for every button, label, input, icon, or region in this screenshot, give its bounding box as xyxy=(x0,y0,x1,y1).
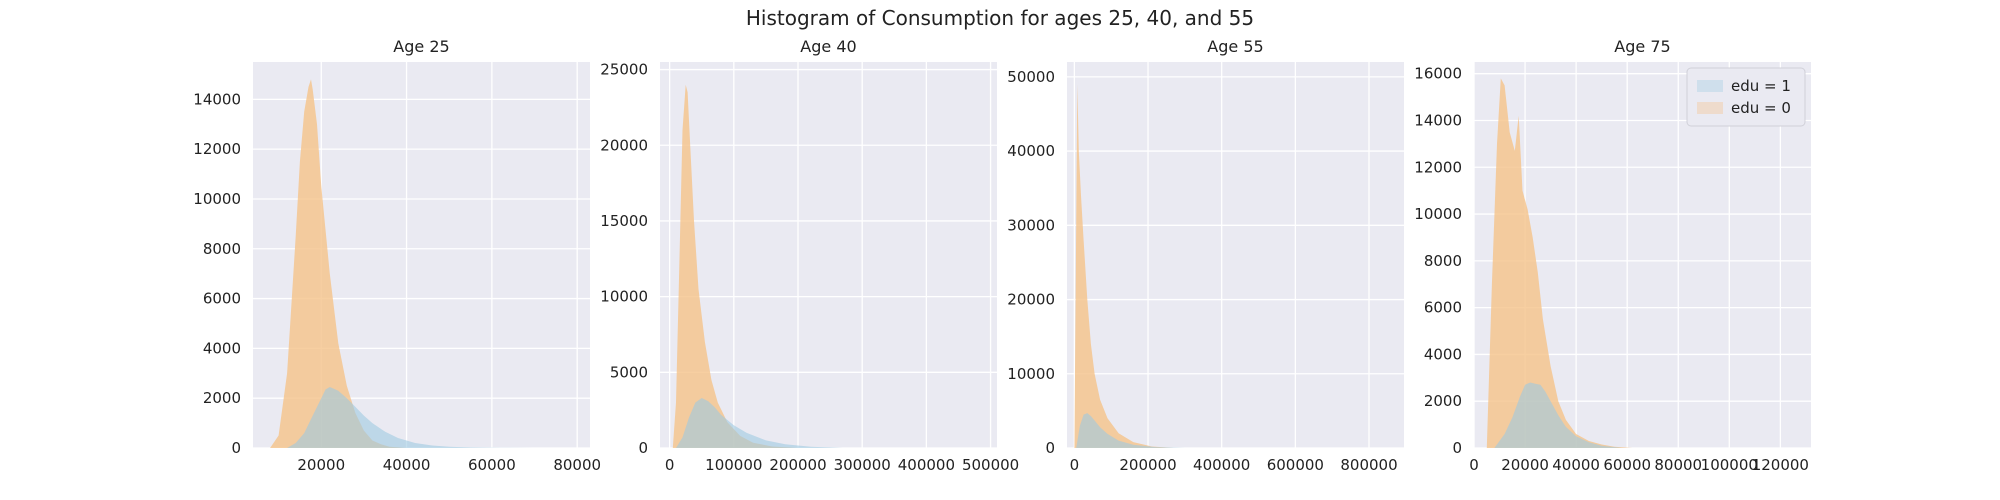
y-tick-label: 50000 xyxy=(1007,68,1055,86)
histogram-edu-1 xyxy=(287,387,535,448)
x-tick-label: 500000 xyxy=(962,456,1019,474)
legend-label: edu = 1 xyxy=(1731,77,1791,95)
y-tick-label: 6000 xyxy=(1424,299,1462,317)
y-tick-label: 40000 xyxy=(1007,142,1055,160)
x-tick-label: 20000 xyxy=(297,456,345,474)
y-tick-label: 20000 xyxy=(600,136,648,154)
y-tick-label: 10000 xyxy=(193,190,241,208)
y-tick-label: 4000 xyxy=(1424,345,1462,363)
x-tick-label: 120000 xyxy=(1752,456,1809,474)
plot-area xyxy=(1067,62,1404,448)
histogram-edu-1 xyxy=(1494,382,1623,448)
y-tick-label: 10000 xyxy=(1007,365,1055,383)
histogram-edu-0 xyxy=(1486,78,1633,448)
y-tick-label: 0 xyxy=(1045,439,1055,457)
x-tick-label: 80000 xyxy=(553,456,601,474)
y-tick-label: 14000 xyxy=(1414,111,1462,129)
x-tick-label: 200000 xyxy=(769,456,826,474)
panel-age-2: 0 5000 10000 15000 20000 25000 0 100000 200000 30… xyxy=(600,37,1019,474)
panel-age-1: 0 2000 4000 6000 8000 10000 12000 14000 20000 400… xyxy=(193,37,601,474)
x-tick-label: 200000 xyxy=(1119,456,1176,474)
x-tick-label: 20000 xyxy=(1501,456,1549,474)
y-tick-label: 14000 xyxy=(193,90,241,108)
x-tick-label: 100000 xyxy=(1701,456,1758,474)
x-tick-label: 60000 xyxy=(468,456,516,474)
legend-box xyxy=(1686,67,1806,127)
panel-title: Age 75 xyxy=(1614,37,1670,56)
x-tick-label: 0 xyxy=(1469,456,1479,474)
panel-title: Age 55 xyxy=(1207,37,1263,56)
legend-swatch xyxy=(1697,80,1723,92)
y-tick-label: 8000 xyxy=(203,240,241,258)
x-tick-label: 400000 xyxy=(898,456,955,474)
panel-age-4: 0 2000 4000 6000 8000 10000 12000 14000 16000 0 20… xyxy=(1414,37,1811,474)
y-tick-label: 5000 xyxy=(610,363,648,381)
y-tick-label: 0 xyxy=(638,439,648,457)
y-tick-label: 12000 xyxy=(193,140,241,158)
legend-swatch xyxy=(1697,102,1723,114)
y-tick-label: 10000 xyxy=(600,288,648,306)
x-tick-label: 40000 xyxy=(383,456,431,474)
x-tick-label: 80000 xyxy=(1654,456,1702,474)
histogram-edu-1 xyxy=(676,398,843,448)
y-tick-label: 16000 xyxy=(1414,65,1462,83)
x-tick-label: 0 xyxy=(1070,456,1080,474)
x-tick-label: 800000 xyxy=(1340,456,1397,474)
y-tick-label: 12000 xyxy=(1414,158,1462,176)
x-tick-label: 400000 xyxy=(1193,456,1250,474)
y-tick-label: 25000 xyxy=(600,61,648,79)
histogram-edu-0 xyxy=(672,84,798,448)
y-tick-label: 30000 xyxy=(1007,216,1055,234)
y-tick-label: 4000 xyxy=(203,339,241,357)
panel-title: Age 25 xyxy=(393,37,449,56)
legend-label: edu = 0 xyxy=(1731,99,1791,117)
x-tick-label: 300000 xyxy=(834,456,891,474)
y-tick-label: 20000 xyxy=(1007,291,1055,309)
legend: edu = 1 edu = 0 xyxy=(1686,67,1806,127)
x-tick-label: 100000 xyxy=(705,456,762,474)
panel-title: Age 40 xyxy=(800,37,856,56)
y-tick-label: 0 xyxy=(1452,439,1462,457)
histogram-edu-1 xyxy=(1076,413,1185,448)
y-tick-label: 15000 xyxy=(600,212,648,230)
y-tick-label: 2000 xyxy=(1424,392,1462,410)
x-tick-label: 60000 xyxy=(1603,456,1651,474)
y-tick-label: 6000 xyxy=(203,290,241,308)
plot-area xyxy=(660,62,997,448)
panel-age-3: 0 10000 20000 30000 40000 50000 0 200000 400000 6… xyxy=(1007,37,1404,474)
y-tick-label: 2000 xyxy=(203,389,241,407)
y-tick-label: 10000 xyxy=(1414,205,1462,223)
histogram-edu-0 xyxy=(1074,84,1174,448)
histogram-edu-0 xyxy=(270,79,407,448)
y-tick-label: 0 xyxy=(231,439,241,457)
figure-title: Histogram of Consumption for ages 25, 40… xyxy=(745,6,1255,30)
x-tick-label: 40000 xyxy=(1552,456,1600,474)
x-tick-label: 0 xyxy=(665,456,675,474)
y-tick-label: 8000 xyxy=(1424,252,1462,270)
x-tick-label: 600000 xyxy=(1267,456,1324,474)
